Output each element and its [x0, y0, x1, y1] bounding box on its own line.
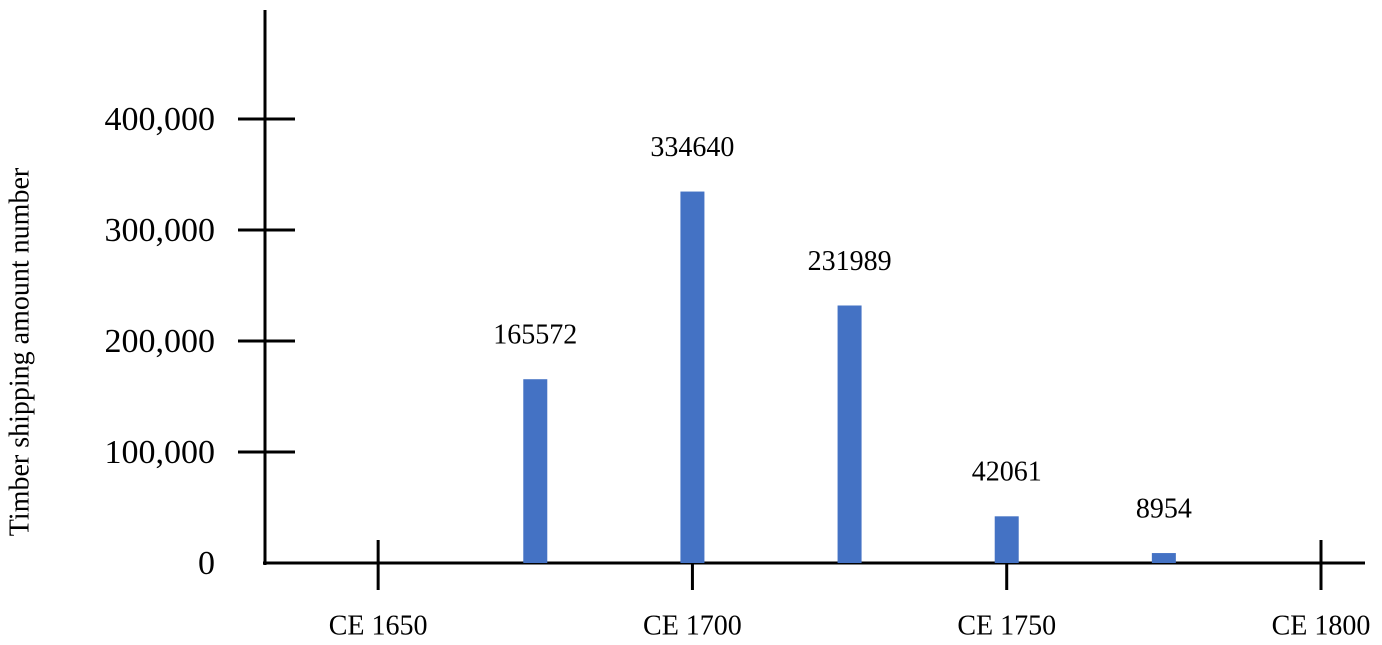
bar [1151, 553, 1176, 563]
data-label: 165572 [493, 320, 577, 351]
y-axis-label: Timber shipping amount number [4, 167, 35, 536]
bar [837, 305, 862, 563]
x-tick-label: CE 1750 [957, 610, 1056, 641]
y-tick-label: 300,000 [105, 212, 216, 249]
x-tick-label: CE 1700 [643, 610, 742, 641]
data-label: 8954 [1136, 493, 1192, 524]
bar [680, 191, 705, 563]
y-tick-label: 200,000 [105, 323, 216, 360]
data-label: 231989 [808, 246, 892, 277]
y-tick-label: 100,000 [105, 434, 216, 471]
x-tick-label: CE 1650 [329, 610, 428, 641]
data-label: 334640 [650, 132, 734, 163]
y-tick-label: 400,000 [105, 101, 216, 138]
data-label: 42061 [972, 457, 1042, 488]
y-tick-label: 0 [198, 545, 215, 582]
bar [523, 379, 548, 563]
x-tick-label: CE 1800 [1272, 610, 1371, 641]
bar [994, 516, 1019, 563]
